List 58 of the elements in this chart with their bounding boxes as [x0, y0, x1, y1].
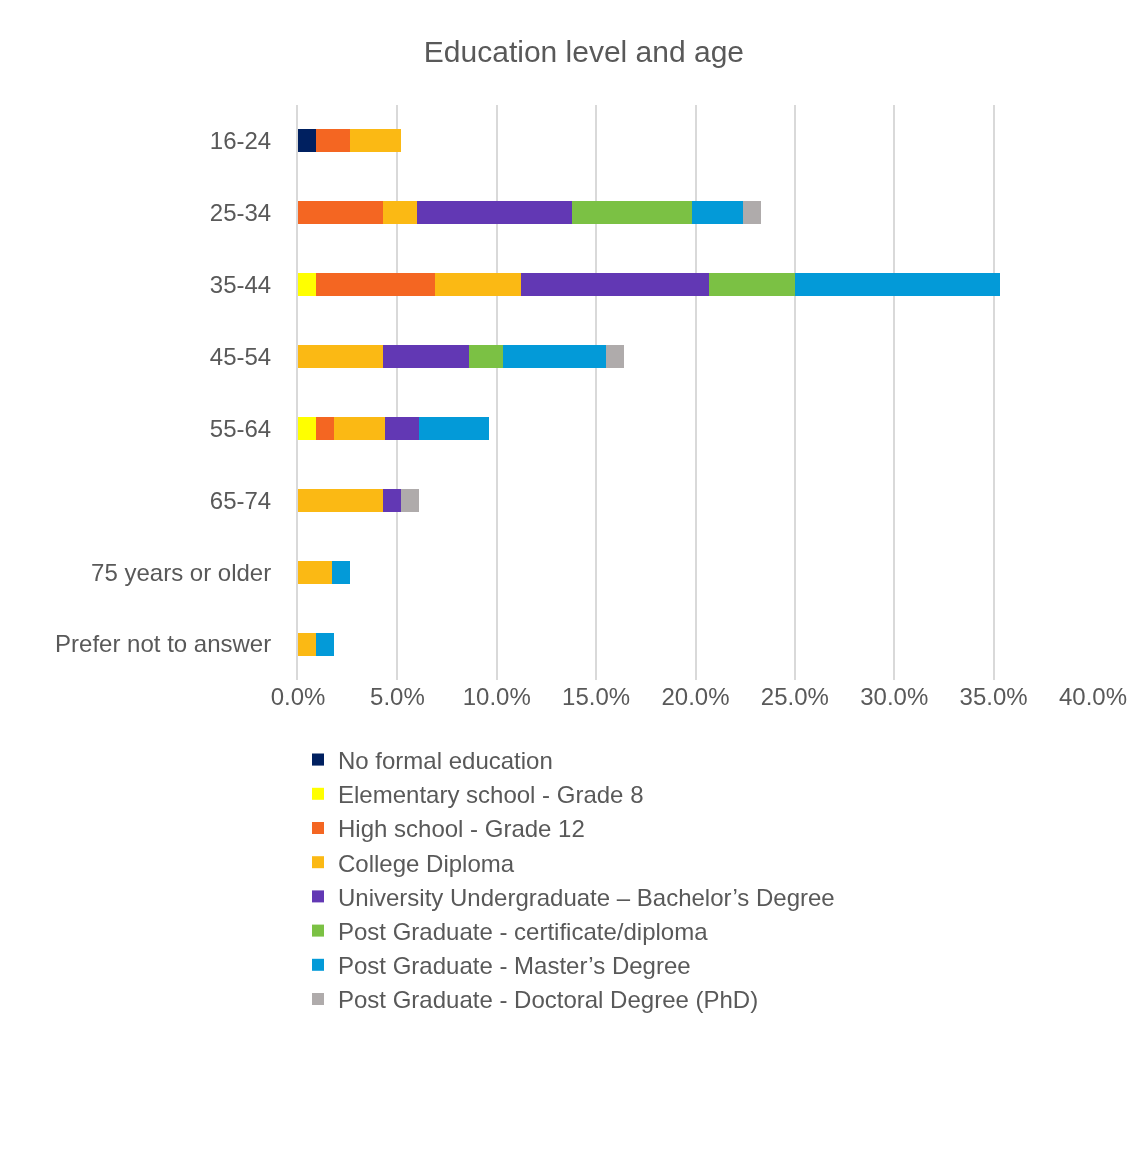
chart-title: Education level and age — [423, 34, 745, 68]
y-tick-label: Prefer not to answer — [55, 630, 272, 658]
x-tick-label: 10.0% — [462, 683, 531, 710]
bar — [606, 345, 624, 369]
bar — [298, 273, 316, 297]
x-tick-label: 30.0% — [860, 683, 929, 710]
bar — [298, 560, 332, 584]
bar — [315, 273, 436, 297]
legend-label: College Diploma — [338, 849, 515, 877]
legend-label: Post Graduate - certificate/diploma — [338, 917, 709, 945]
bar — [333, 416, 386, 440]
legend-label: University Undergraduate – Bachelor’s Degree — [338, 883, 835, 911]
y-tick-label: 25-34 — [209, 199, 272, 227]
y-tick-label: 65-74 — [209, 486, 272, 514]
legend-label: High school - Grade 12 — [338, 815, 585, 843]
x-tick-label: 5.0% — [370, 683, 425, 710]
bar — [298, 632, 316, 656]
bar — [502, 345, 607, 369]
y-tick-label: 55-64 — [209, 414, 272, 442]
bar — [691, 201, 744, 225]
y-tick-label: 45-54 — [209, 342, 272, 370]
bar — [315, 129, 350, 153]
bar — [419, 416, 489, 440]
bar — [298, 345, 384, 369]
x-tick-label: 25.0% — [760, 683, 829, 710]
legend-label: No formal education — [338, 746, 553, 774]
bar — [315, 416, 334, 440]
bar — [417, 201, 573, 225]
legend-label: Post Graduate - Master’s Degree — [338, 952, 691, 980]
x-tick-label: 15.0% — [562, 683, 631, 710]
bar — [331, 560, 350, 584]
y-tick-label: 35-44 — [209, 271, 272, 299]
x-tick-label: 40.0% — [1058, 683, 1128, 710]
bar — [435, 273, 521, 297]
bar — [709, 273, 795, 297]
x-tick-label: 0.0% — [270, 683, 326, 710]
bar — [383, 488, 402, 512]
legend-label: Elementary school - Grade 8 — [338, 781, 644, 809]
bar — [572, 201, 692, 225]
bar — [298, 201, 384, 225]
y-tick-label: 75 years or older — [91, 558, 272, 586]
bar — [383, 201, 418, 225]
bar — [385, 416, 420, 440]
bar — [468, 345, 503, 369]
x-tick-label: 35.0% — [959, 683, 1028, 710]
bar — [401, 488, 420, 512]
bar — [383, 345, 469, 369]
bar — [743, 201, 762, 225]
bar — [349, 129, 402, 153]
x-tick-label: 20.0% — [661, 683, 730, 710]
legend-label: Post Graduate - Doctoral Degree (PhD) — [338, 986, 759, 1014]
bar — [315, 632, 334, 656]
bar — [298, 488, 384, 512]
bar — [520, 273, 710, 297]
bar — [794, 273, 1000, 297]
bar — [298, 129, 316, 153]
y-tick-label: 16-24 — [209, 127, 272, 155]
bar — [298, 416, 316, 440]
